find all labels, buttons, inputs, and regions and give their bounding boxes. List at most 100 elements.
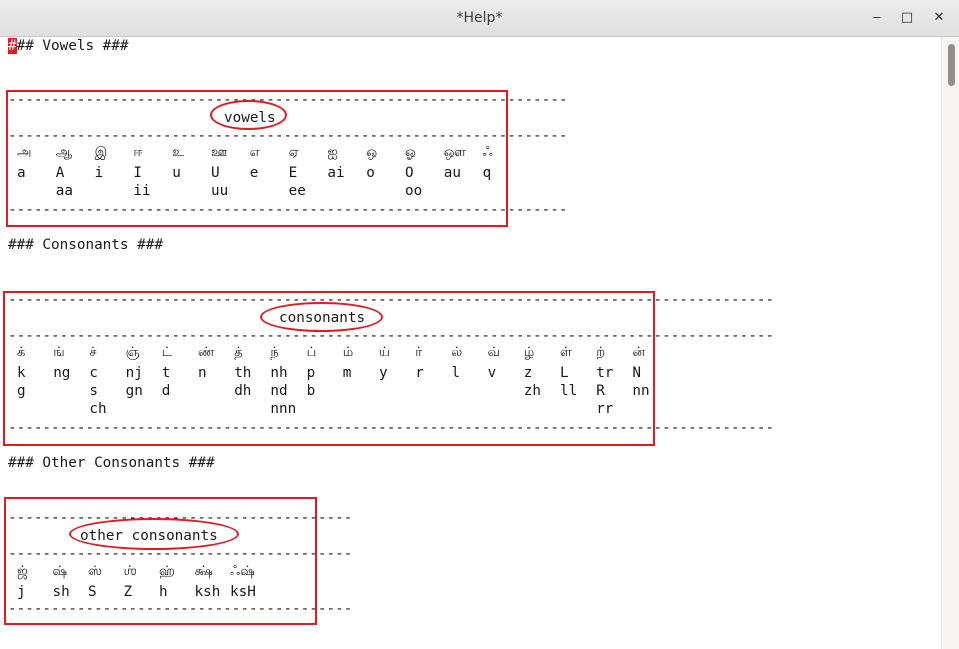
vowels-romanization: I [133, 165, 142, 181]
consonants-tamil-letter: ர் [415, 345, 422, 360]
vowels-romanization: E [288, 165, 298, 181]
vowels-tamil-letter: ஊ [211, 145, 228, 160]
consonants-romanization: nj [125, 365, 143, 381]
vowels-romanization: A [55, 165, 65, 181]
other-consonants-tamil-letter: ஹ் [159, 564, 175, 579]
consonants-romanization: d [161, 383, 171, 399]
consonants-romanization: g [17, 383, 26, 399]
consonants-tamil-letter: ற் [596, 345, 606, 360]
dash-line: ----------------------------------------… [8, 202, 568, 218]
vowels-romanization: ai [327, 165, 345, 181]
vowels-tamil-letter: ஆ [55, 145, 73, 160]
heading-vowels-text: ## Vowels ### [16, 38, 129, 54]
consonants-romanization: r [415, 365, 424, 381]
text-editor-area[interactable]: ### Vowels ### -------------------------… [0, 37, 941, 649]
consonants-romanization: c [89, 365, 98, 381]
other-consonants-romanization: sh [52, 584, 70, 600]
annotation-box-consonants [3, 291, 655, 446]
vowels-tamil-letter: ஃ [482, 145, 493, 160]
consonants-romanization: gn [125, 383, 143, 399]
consonants-romanization: t [161, 365, 171, 381]
consonants-tamil-letter: ம் [342, 345, 354, 360]
vowels-romanization: u [172, 165, 181, 181]
maximize-icon[interactable]: □ [900, 10, 914, 25]
other-consonants-tamil-letter: ஸ் [88, 564, 102, 579]
consonants-tamil-letter: க் [17, 345, 26, 360]
minimize-icon[interactable]: ‒ [872, 10, 882, 25]
vowels-romanization: e [249, 165, 259, 181]
consonants-romanization: rr [596, 401, 614, 417]
vowels-romanization: i [94, 165, 104, 181]
consonants-tamil-letter: ப் [306, 345, 317, 360]
other-consonants-romanization: ksH [230, 584, 256, 600]
dash-line: ----------------------------------------… [8, 328, 775, 344]
other-consonants-tamil-letter: ஜ் [17, 564, 28, 579]
consonants-romanization: R [596, 383, 605, 399]
vowels-romanization: uu [211, 183, 229, 199]
vowels-romanization: oo [405, 183, 423, 199]
dash-line: ---------------------------------------- [8, 546, 353, 562]
vowels-romanization: a [17, 165, 26, 181]
dash-line: ----------------------------------------… [8, 292, 775, 308]
other-consonants-tamil-letter: ஷ் [52, 564, 68, 579]
consonants-romanization: b [306, 383, 316, 399]
window-title: *Help* [456, 10, 503, 26]
consonants-romanization: nh [270, 365, 288, 381]
vowels-tamil-letter: உ [172, 145, 184, 160]
consonants-tamil-letter: ன் [632, 345, 645, 360]
annotation-ellipse-vowels [210, 100, 287, 130]
text-cursor: # [8, 38, 17, 54]
close-icon[interactable]: ✕ [933, 10, 945, 25]
consonants-romanization: zh [523, 383, 542, 399]
annotation-box-other [4, 497, 317, 625]
other-consonants-romanization: j [17, 584, 26, 600]
consonants-romanization: th [234, 365, 252, 381]
consonants-romanization: p [306, 365, 316, 381]
other-consonants-romanization: S [88, 584, 97, 600]
consonants-tamil-letter: ண் [198, 345, 215, 360]
consonants-romanization: ch [89, 401, 107, 417]
consonants-tamil-letter: ந் [270, 345, 279, 360]
vowels-tamil-letter: ஒ [366, 145, 378, 160]
vowels-romanization: O [405, 165, 414, 181]
consonants-tamil-letter: ள் [560, 345, 572, 360]
vowels-tamil-letter: ஐ [327, 145, 338, 160]
annotation-ellipse-other [69, 518, 239, 550]
consonants-romanization: N [632, 365, 641, 381]
consonants-romanization: dh [234, 383, 252, 399]
other-consonants-tamil-letter: ஶ் [123, 564, 137, 579]
other-consonants-romanization: ksh [194, 584, 221, 600]
consonants-tamil-letter: த் [234, 345, 243, 360]
consonants-tamil-letter: ட் [161, 345, 173, 360]
consonants-romanization: nd [270, 383, 288, 399]
heading-consonants: ### Consonants ### [8, 237, 163, 253]
annotation-box-vowels [6, 90, 508, 227]
vowels-romanization: U [211, 165, 220, 181]
vowels-tamil-letter: அ [17, 145, 32, 160]
other-consonants-tamil-letter: க்ஷ் [194, 564, 213, 579]
vowels-romanization: ii [133, 183, 151, 199]
vertical-scrollbar[interactable] [941, 37, 959, 649]
heading-other-consonants: ### Other Consonants ### [8, 455, 215, 471]
vowels-romanization: q [482, 165, 492, 181]
consonants-tamil-letter: ங் [53, 345, 65, 360]
dash-line: ---------------------------------------- [8, 601, 353, 617]
consonants-romanization: y [379, 365, 388, 381]
consonants-romanization: v [487, 365, 497, 381]
consonants-tamil-letter: ஞ் [125, 345, 140, 360]
dash-line: ----------------------------------------… [8, 92, 568, 108]
vowels-tamil-letter: ஈ [133, 145, 143, 160]
consonants-tamil-letter: வ் [487, 345, 501, 360]
other-consonants-romanization: Z [123, 584, 133, 600]
scrollbar-thumb[interactable] [948, 44, 955, 86]
consonants-romanization: s [89, 383, 98, 399]
dash-line: ----------------------------------------… [8, 128, 568, 144]
vowels-tamil-letter: ஓ [405, 145, 416, 160]
consonants-tamil-letter: ல் [451, 345, 463, 360]
annotation-ellipse-consonants [260, 302, 383, 332]
consonants-romanization: m [342, 365, 352, 381]
vowels-tamil-letter: இ [94, 145, 108, 160]
consonants-romanization: nn [632, 383, 650, 399]
dash-line: ----------------------------------------… [8, 420, 775, 436]
vowels-romanization: ee [288, 183, 306, 199]
